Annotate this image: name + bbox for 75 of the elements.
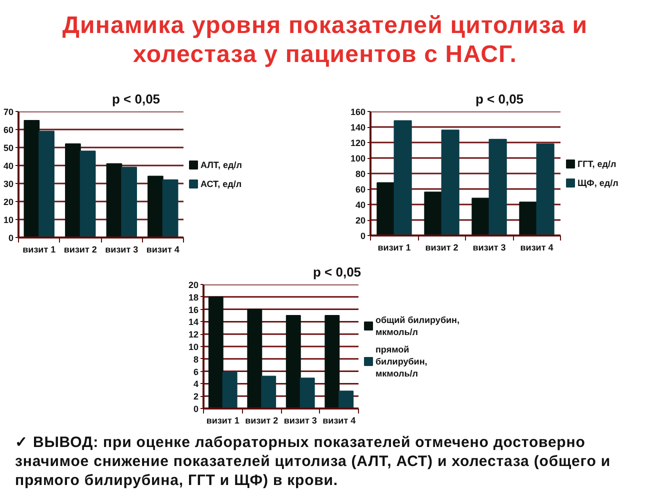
y-tick-label: 50 (3, 143, 14, 153)
bar (208, 296, 224, 408)
x-tick-label: визит 4 (322, 416, 356, 426)
bar (338, 390, 354, 408)
y-tick-label: 6 (193, 366, 199, 377)
bar (148, 176, 164, 238)
y-tick-label: 8 (193, 354, 199, 364)
y-tick-label: 60 (355, 184, 366, 194)
bar (80, 150, 96, 238)
y-tick-label: 20 (355, 216, 366, 226)
y-tick-label: 120 (350, 138, 366, 148)
legend-label: ГГТ, ед/л (578, 159, 617, 169)
x-tick-label: визит 3 (472, 242, 506, 252)
bar (488, 138, 507, 236)
bar (247, 308, 262, 408)
bar (286, 315, 301, 408)
y-tick-label: 4 (193, 379, 199, 390)
x-tick-label: визит 1 (206, 416, 240, 426)
y-tick-label: 60 (3, 125, 14, 135)
y-tick-label: 10 (188, 342, 199, 352)
bar (106, 163, 122, 238)
x-tick-label: визит 4 (146, 244, 180, 254)
bar (424, 192, 442, 236)
y-tick-label: 20 (3, 197, 14, 207)
bar (300, 378, 315, 408)
bar (376, 182, 395, 236)
y-tick-label: 30 (3, 179, 14, 189)
bar (65, 143, 81, 238)
text: Динамика уровня показателей цитолиза и холестаза у пациентов с НАСГ. (61, 11, 589, 69)
legend-label: прямой билирубин, мкмоль/л (376, 344, 428, 378)
y-tick-label: 70 (3, 107, 14, 117)
x-tick-label: визит 2 (425, 242, 458, 252)
bar (324, 315, 340, 408)
y-tick-label: 40 (3, 161, 14, 171)
y-tick-label: 16 (188, 304, 199, 315)
legend-label: АСТ, ед/л (200, 179, 242, 189)
bar (536, 144, 554, 236)
legend-label: ЩФ, ед/л (578, 178, 619, 188)
bar (441, 130, 460, 236)
y-tick-label: 0 (193, 404, 199, 414)
y-tick-label: 12 (188, 330, 199, 340)
text: ✓ ВЫВОД: при оценке лабораторных показателей отмечено достоверно значимое снижение показателей цитолиза (АЛТ, АСТ) и холестаза (общего и прямого билирубина, ГГТ и ЩФ) в крови. (14, 433, 612, 490)
x-tick-label: визит 4 (520, 242, 554, 252)
y-tick-label: 18 (188, 292, 199, 302)
y-tick-label: 0 (8, 233, 14, 243)
y-tick-label: 140 (350, 122, 366, 132)
legend-label: АЛТ, ед/л (200, 160, 242, 170)
y-tick-label: 2 (193, 392, 199, 402)
y-tick-label: 160 (350, 107, 366, 117)
chart-title: p < 0,05 (312, 264, 362, 280)
y-tick-label: 10 (3, 215, 14, 225)
bar (162, 179, 178, 238)
x-tick-label: визит 3 (105, 244, 138, 254)
chart-title: p < 0,05 (112, 92, 160, 106)
bar (519, 202, 538, 236)
legend-label: общий билирубин, мкмоль/л (376, 315, 460, 337)
y-tick-label: 80 (355, 169, 366, 179)
bar (472, 198, 490, 236)
x-tick-label: визит 1 (22, 244, 56, 254)
bar (38, 130, 54, 238)
bar (121, 166, 137, 238)
y-tick-label: 20 (188, 280, 199, 290)
y-tick-label: 100 (350, 154, 366, 164)
x-tick-label: визит 1 (378, 242, 411, 252)
x-tick-label: визит 3 (284, 416, 317, 426)
chart-title: p < 0,05 (475, 92, 524, 106)
x-tick-label: визит 2 (245, 416, 278, 426)
y-tick-label: 0 (360, 231, 366, 241)
y-tick-label: 14 (188, 317, 199, 328)
bar (222, 372, 238, 408)
bar (261, 376, 276, 408)
bar (394, 120, 412, 236)
y-tick-label: 40 (355, 200, 366, 210)
bar (24, 120, 40, 238)
x-tick-label: визит 2 (64, 244, 97, 254)
